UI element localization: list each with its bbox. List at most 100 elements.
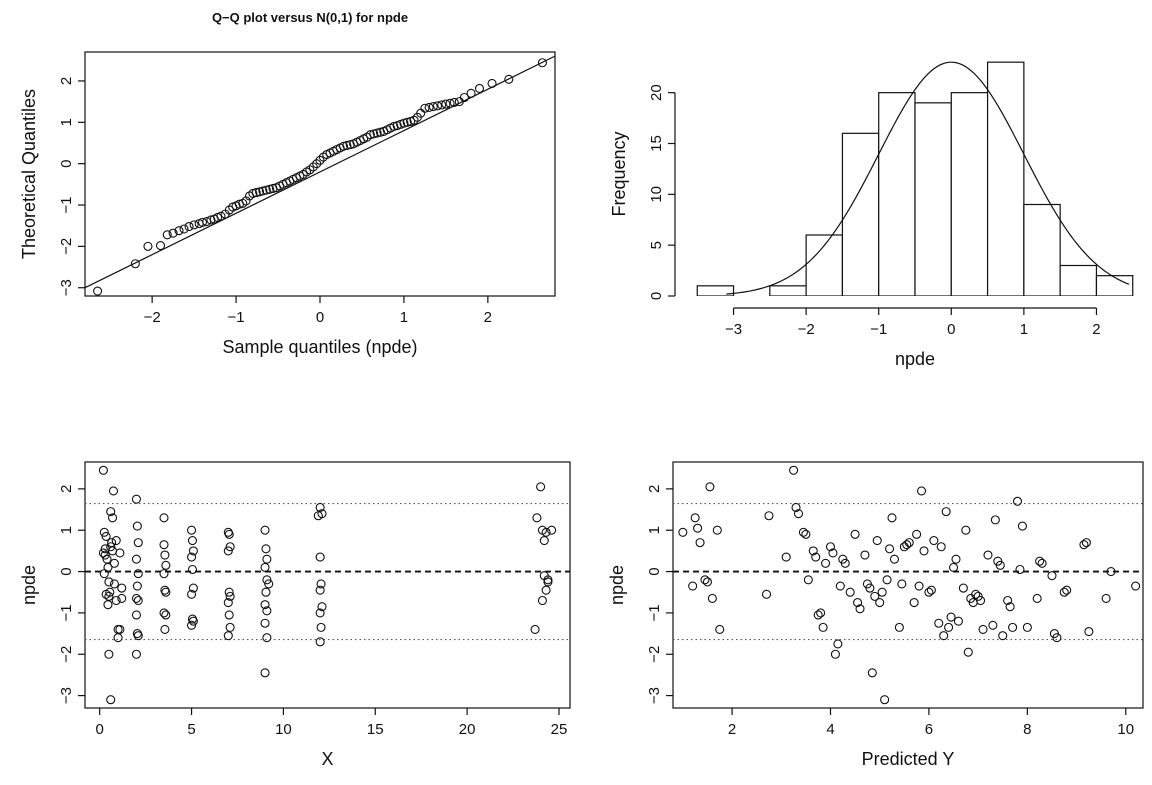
data-point: [187, 525, 197, 535]
x-tick-label: 1: [400, 309, 408, 326]
y-tick-label: 1: [58, 526, 75, 534]
data-point: [100, 550, 110, 560]
data-point: [1003, 595, 1013, 606]
data-point: [197, 217, 208, 227]
data-point: [1131, 581, 1141, 591]
data-point: [909, 598, 919, 608]
x-tick-label: 0: [96, 721, 104, 738]
data-point: [835, 581, 845, 591]
data-point: [130, 259, 140, 269]
data-point: [936, 542, 946, 552]
x-tick-label: 15: [367, 721, 384, 738]
data-point: [816, 608, 826, 618]
histogram-bar: [841, 132, 880, 296]
data-point: [187, 589, 197, 599]
data-point: [315, 637, 325, 647]
data-point: [821, 558, 831, 568]
data-point: [188, 583, 198, 593]
plot-frame: [672, 461, 1144, 709]
data-point: [961, 525, 971, 535]
data-point: [131, 494, 141, 504]
x-axis-title: Sample quantiles (npde): [222, 337, 417, 357]
y-tick-label: −1: [58, 196, 75, 213]
data-point: [113, 624, 123, 634]
y-tick-label: 10: [648, 186, 665, 203]
x-tick-label: 20: [459, 721, 476, 738]
data-point: [338, 141, 349, 151]
histogram-bar: [914, 102, 952, 296]
data-point: [223, 598, 233, 608]
data-point: [693, 523, 703, 533]
data-point: [399, 118, 409, 128]
data-point: [131, 610, 141, 620]
data-point: [216, 211, 226, 221]
data-point: [187, 620, 197, 630]
data-point: [93, 286, 103, 296]
data-point: [133, 538, 143, 548]
data-point: [811, 552, 821, 562]
data-point: [860, 550, 870, 560]
data-point: [224, 529, 234, 539]
data-point: [504, 74, 514, 84]
data-point: [131, 593, 141, 603]
data-point: [159, 569, 169, 579]
data-point: [934, 618, 944, 628]
data-point: [715, 624, 725, 634]
data-point: [188, 546, 198, 556]
data-point: [712, 525, 722, 535]
data-point: [466, 88, 476, 98]
data-point: [133, 631, 143, 641]
data-point: [877, 587, 887, 597]
data-point: [187, 552, 197, 562]
data-point: [916, 486, 927, 496]
data-point: [845, 587, 855, 597]
data-point: [1052, 633, 1062, 643]
data-point: [184, 221, 194, 232]
data-point: [902, 540, 912, 550]
data-point: [109, 579, 119, 589]
data-point: [132, 521, 142, 531]
data-point: [241, 196, 251, 206]
x-tick-label: −1: [228, 309, 245, 326]
plot-content: [673, 465, 1143, 705]
data-point: [162, 230, 172, 240]
data-point: [225, 591, 235, 601]
data-point: [953, 616, 963, 626]
data-point: [449, 97, 459, 108]
data-point: [813, 610, 823, 620]
x-tick-label: 10: [1117, 721, 1134, 738]
y-tick-label: 2: [58, 77, 75, 85]
data-point: [155, 240, 166, 251]
y-tick-label: 1: [58, 118, 75, 126]
data-point: [99, 527, 109, 537]
y-tick-label: 20: [648, 84, 665, 101]
data-point: [801, 529, 811, 539]
data-point: [187, 536, 198, 546]
data-point: [432, 101, 443, 111]
data-point: [103, 600, 113, 610]
data-point: [115, 548, 125, 558]
x-tick-label: −2: [144, 309, 161, 326]
y-tick-label: 0: [648, 292, 665, 300]
x-tick-label: 2: [1092, 321, 1100, 338]
data-point: [174, 226, 184, 236]
data-point: [159, 608, 169, 618]
y-tick-label: 15: [648, 135, 665, 152]
data-point: [389, 121, 399, 131]
data-point: [828, 548, 838, 558]
histogram-bar: [769, 285, 807, 296]
data-point: [944, 622, 954, 632]
data-point: [117, 583, 127, 593]
y-tick-label: −1: [646, 604, 663, 621]
data-point: [317, 602, 327, 612]
data-point: [188, 616, 198, 626]
y-tick-label: 1: [646, 526, 663, 534]
data-point: [990, 515, 1000, 525]
data-point: [131, 649, 141, 659]
data-point: [912, 529, 922, 539]
data-point: [840, 558, 850, 568]
plot-content: [85, 465, 570, 705]
x-tick-label: −1: [870, 321, 887, 338]
data-point: [707, 593, 717, 603]
data-point: [111, 536, 121, 546]
